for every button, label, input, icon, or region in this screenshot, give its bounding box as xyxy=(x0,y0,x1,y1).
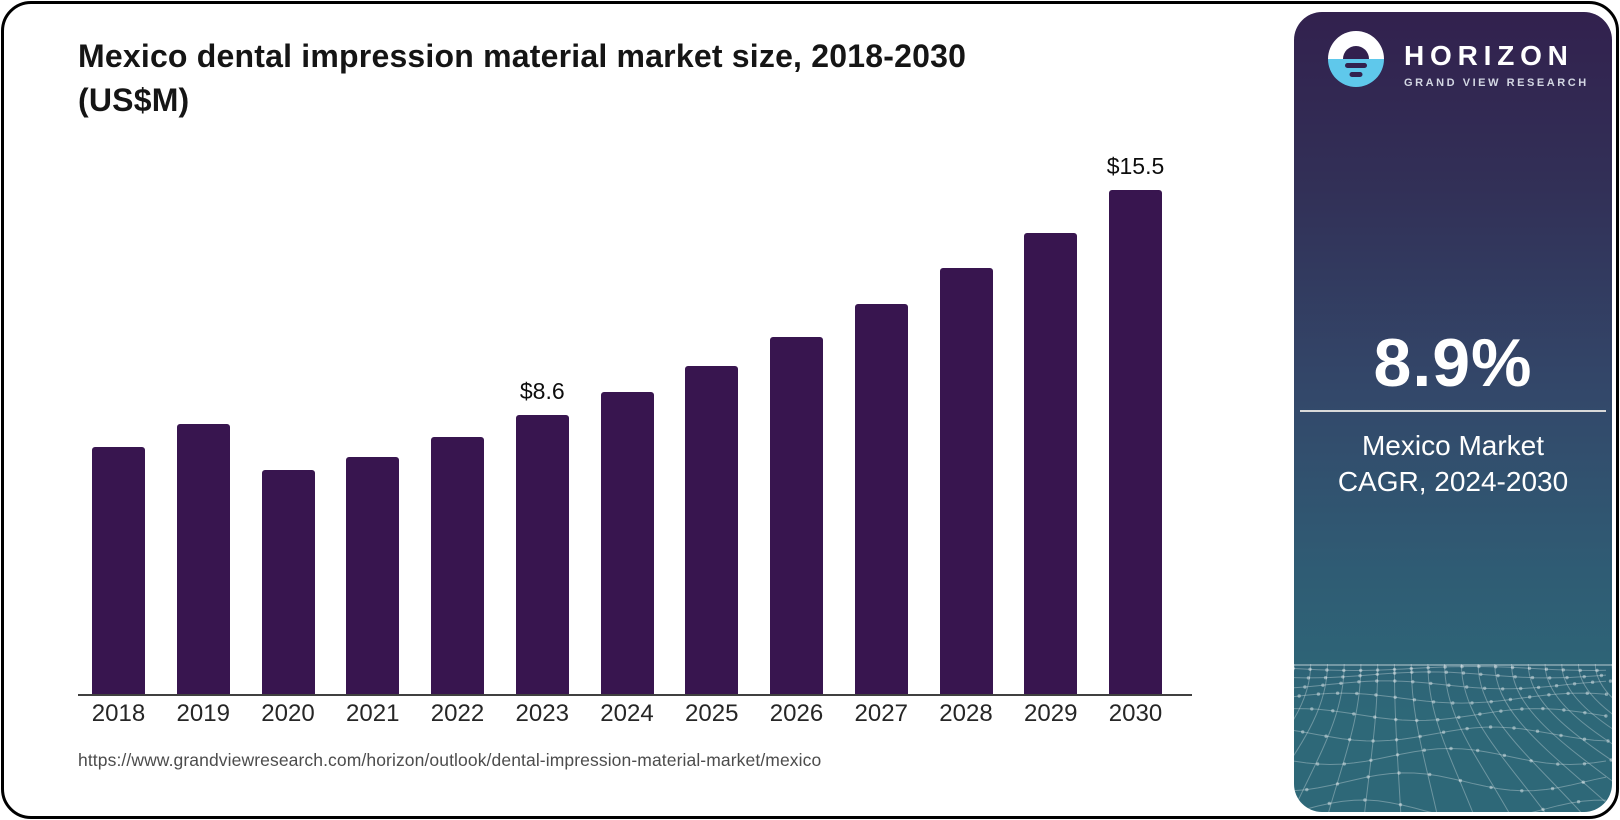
x-tick-2024: 2024 xyxy=(600,700,654,727)
x-tick-2025: 2025 xyxy=(685,700,739,727)
bar-2025 xyxy=(685,365,739,694)
x-tick-2020: 2020 xyxy=(261,700,315,727)
bar-2023 xyxy=(515,414,569,694)
sun-reflection-line xyxy=(1349,72,1363,77)
bar-2018 xyxy=(92,447,145,694)
wireframe-mesh-graphic xyxy=(1294,664,1612,812)
chart-title: Mexico dental impression material market… xyxy=(78,34,1158,122)
bar-value-label-2030: $15.5 xyxy=(1106,153,1165,180)
cagr-label: Mexico Market CAGR, 2024-2030 xyxy=(1294,428,1612,500)
brand-subtitle: GRAND VIEW RESEARCH xyxy=(1404,77,1589,89)
bar-2024 xyxy=(600,391,654,694)
cagr-value: 8.9% xyxy=(1373,325,1533,401)
chart-title-line2: (US$M) xyxy=(78,82,190,118)
bar-2030 xyxy=(1109,190,1162,694)
bar-2022 xyxy=(431,437,484,694)
x-tick-2026: 2026 xyxy=(769,700,824,727)
bar-2021 xyxy=(346,456,400,694)
cagr-label-line2: CAGR, 2024-2030 xyxy=(1337,466,1569,497)
bar-value-label-2023: $8.6 xyxy=(519,377,565,404)
x-axis-line xyxy=(78,694,1192,696)
bar-2028 xyxy=(939,268,993,694)
x-tick-2028: 2028 xyxy=(939,700,993,727)
cagr-label-line1: Mexico Market xyxy=(1361,430,1545,461)
sun-reflection-line xyxy=(1345,63,1367,68)
chart-title-line1: Mexico dental impression material market… xyxy=(78,38,967,74)
x-tick-2019: 2019 xyxy=(176,700,230,727)
x-tick-2027: 2027 xyxy=(854,700,908,727)
bar-2029 xyxy=(1024,232,1078,694)
brand-logo-text: HORIZON GRAND VIEW RESEARCH xyxy=(1404,40,1589,89)
x-tick-2030: 2030 xyxy=(1108,700,1163,727)
horizon-logo-icon xyxy=(1328,31,1384,87)
bar-2026 xyxy=(770,336,823,694)
stat-divider xyxy=(1300,410,1606,412)
bar-2020 xyxy=(261,469,315,694)
sun-icon xyxy=(1343,46,1369,59)
x-tick-2018: 2018 xyxy=(91,700,146,727)
bar-chart: 2018 2019 2020 2021 2022 2023 $8.6 2024 2025 2026… xyxy=(78,153,1192,727)
x-tick-2023: 2023 xyxy=(515,700,569,727)
brand-name: HORIZON xyxy=(1404,40,1574,71)
x-tick-2021: 2021 xyxy=(346,700,400,727)
bar-2027 xyxy=(854,304,908,694)
sidebar: HORIZON GRAND VIEW RESEARCH 8.9% Mexico … xyxy=(1294,12,1612,812)
source-url: https://www.grandviewresearch.com/horizo… xyxy=(78,750,822,770)
bar-2019 xyxy=(176,424,230,694)
x-tick-2022: 2022 xyxy=(430,700,485,727)
x-tick-2029: 2029 xyxy=(1024,700,1078,727)
